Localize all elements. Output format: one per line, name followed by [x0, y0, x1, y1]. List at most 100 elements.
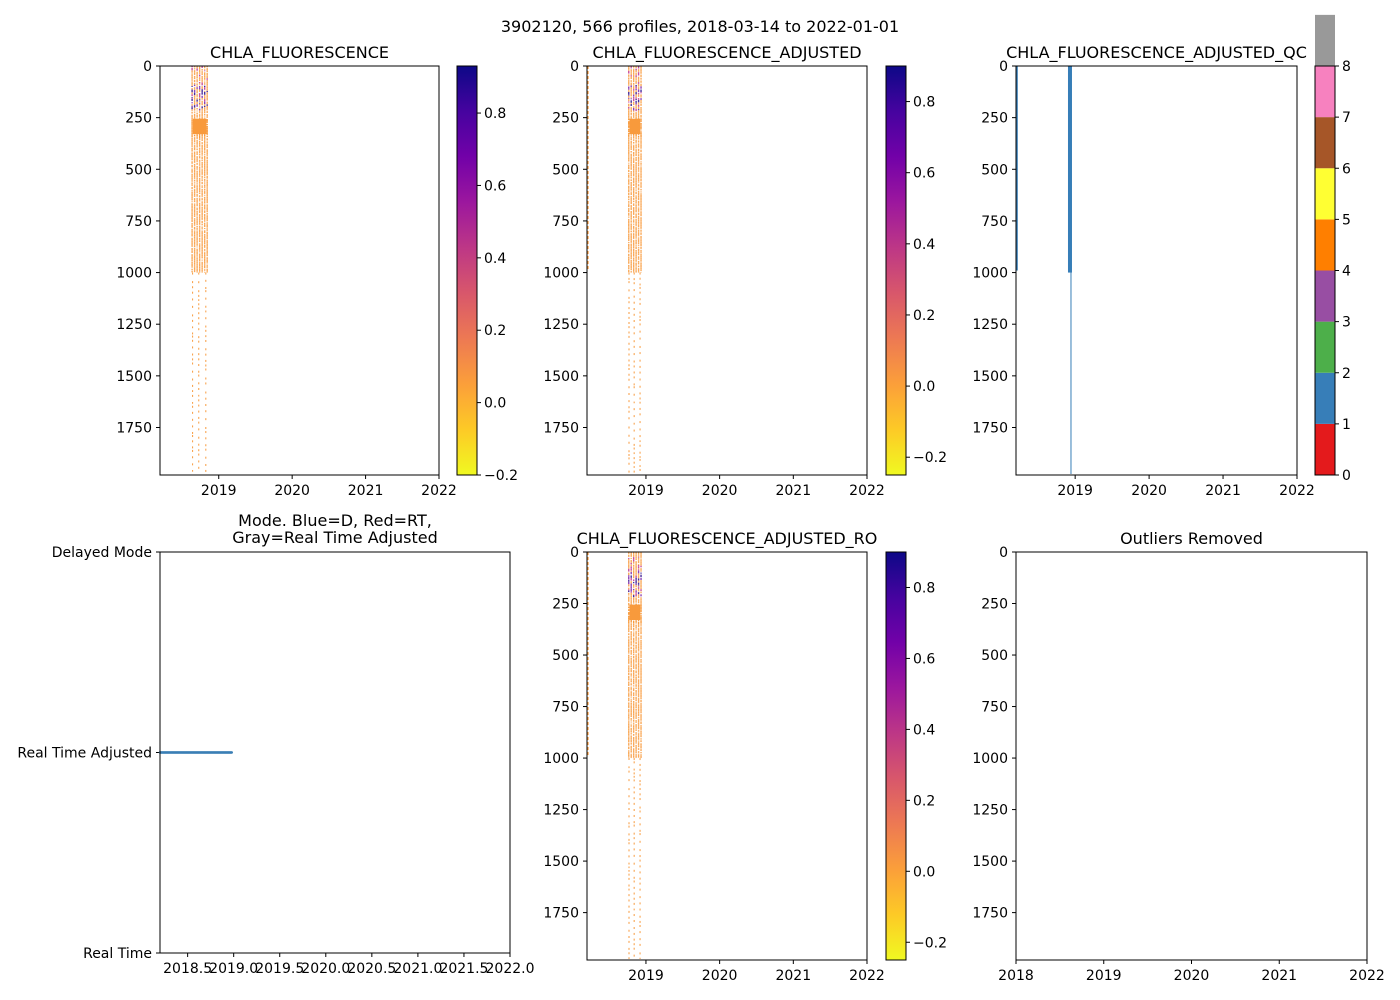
colorbar-frame	[885, 65, 907, 476]
colorbar-tick-label: 0.8	[484, 106, 506, 122]
data-cell	[629, 604, 641, 620]
x-tick-label: 2022	[849, 968, 885, 984]
y-tick-label: 750	[981, 214, 1008, 230]
qc-profile	[1067, 66, 1072, 273]
y-tick-label: 500	[552, 162, 579, 178]
y-tick-label: 0	[999, 545, 1008, 561]
colorbar-tick-label: 3	[1342, 315, 1351, 331]
y-tick-label: 1000	[972, 266, 1008, 282]
axes-frame	[159, 65, 440, 476]
y-tick-label: Real Time	[83, 946, 152, 962]
panel-chla_adj_qc: CHLA_FLUORESCENCE_ADJUSTED_QC 2019 2020 202…	[972, 14, 1351, 499]
y-tick-label: 750	[552, 700, 579, 716]
y-tick-label: 1000	[972, 751, 1008, 767]
y-tick-label: 0	[570, 59, 579, 75]
y-tick-label: 750	[981, 700, 1008, 716]
colorbar-segment	[1315, 168, 1335, 220]
x-tick-label: 2022	[849, 483, 885, 499]
panel-title: CHLA_FLUORESCENCE_ADJUSTED_QC	[1006, 43, 1307, 63]
colorbar-tick-label: −0.2	[484, 468, 518, 484]
colorbar-tick-label: 0.4	[913, 237, 935, 253]
y-tick-label: 1750	[543, 906, 579, 922]
colorbar-tick-label: 0.2	[913, 793, 935, 809]
colorbar-tick-label: 8	[1342, 59, 1351, 75]
colorbar-tick-label: 0.6	[484, 178, 506, 194]
y-tick-label: 500	[981, 162, 1008, 178]
panel-title-line: Mode. Blue=D, Red=RT,	[238, 511, 432, 530]
x-tick-label: 2021	[775, 483, 811, 499]
x-tick-label: 2019	[1086, 968, 1122, 984]
panel-chla_adj_ro: CHLA_FLUORESCENCE_ADJUSTED_RO 2019 2020 202…	[543, 529, 947, 984]
y-tick-label: 500	[552, 648, 579, 664]
x-tick-label: 2020	[1131, 483, 1167, 499]
x-tick-label: 2021	[1261, 968, 1297, 984]
y-tick-label: 1750	[543, 420, 579, 436]
colorbar-tick-label: 0.6	[913, 166, 935, 182]
colorbar-gradient	[457, 66, 477, 475]
colorbar-segment	[1315, 219, 1335, 271]
y-tick-label: Real Time Adjusted	[17, 746, 152, 762]
figure-title: 3902120, 566 profiles, 2018-03-14 to 202…	[501, 17, 899, 36]
y-tick-label: 1500	[116, 369, 152, 385]
panel-title-line: Gray=Real Time Adjusted	[232, 528, 438, 547]
colorbar-frame	[456, 65, 478, 476]
axes-frame	[586, 551, 868, 961]
y-tick-label: Delayed Mode	[52, 545, 152, 561]
y-tick-label: 1000	[543, 751, 579, 767]
y-tick-label: 0	[143, 59, 152, 75]
y-tick-label: 1250	[543, 803, 579, 819]
colorbar-tick-label: 0.8	[913, 95, 935, 111]
x-tick-label: 2020	[1174, 968, 1210, 984]
x-tick-label: 2019	[201, 483, 237, 499]
x-tick-label: 2019.5	[255, 961, 304, 977]
x-tick-label: 2020	[274, 483, 310, 499]
colorbar-tick-label: 5	[1342, 212, 1351, 228]
colorbar-tick-label: −0.2	[913, 450, 947, 466]
panel-chla: CHLA_FLUORESCENCE 2019 2020 2021 2022 0 250 500…	[116, 43, 518, 499]
x-tick-label: 2022	[1279, 483, 1315, 499]
colorbar-tick-label: 1	[1342, 417, 1351, 433]
x-tick-label: 2022	[421, 483, 457, 499]
y-tick-label: 250	[981, 597, 1008, 613]
x-tick-label: 2021.0	[393, 961, 442, 977]
colorbar-tick-label: 0.4	[913, 722, 935, 738]
y-tick-label: 1750	[972, 420, 1008, 436]
x-tick-label: 2020	[702, 968, 738, 984]
colorbar-tick-label: 0	[1342, 468, 1351, 484]
x-tick-label: 2019	[628, 483, 664, 499]
data-cell	[192, 118, 207, 135]
colorbar-tick-label: 7	[1342, 110, 1351, 126]
y-tick-label: 0	[570, 545, 579, 561]
y-tick-label: 1000	[116, 266, 152, 282]
x-tick-label: 2022.0	[486, 961, 535, 977]
colorbar-tick-label: 0.0	[913, 379, 935, 395]
x-tick-label: 2021	[348, 483, 384, 499]
x-tick-label: 2020.0	[301, 961, 350, 977]
y-tick-label: 750	[552, 214, 579, 230]
colorbar-tick-label: 0.8	[913, 580, 935, 596]
y-tick-label: 1750	[116, 420, 152, 436]
colorbar-tick-label: 6	[1342, 161, 1351, 177]
y-tick-label: 250	[981, 111, 1008, 127]
mode-point	[230, 751, 234, 754]
axes-frame	[1015, 65, 1298, 476]
y-tick-label: 1500	[972, 854, 1008, 870]
x-tick-label: 2019	[1057, 483, 1093, 499]
y-tick-label: 250	[125, 111, 152, 127]
x-tick-label: 2018.5	[163, 961, 212, 977]
colorbar-tick-label: 0.6	[913, 651, 935, 667]
colorbar-segment	[1315, 117, 1335, 169]
y-tick-label: 1000	[543, 266, 579, 282]
y-tick-label: 1500	[543, 854, 579, 870]
colorbar-tick-label: 0.2	[484, 323, 506, 339]
x-tick-label: 2019	[628, 968, 664, 984]
y-tick-label: 500	[125, 162, 152, 178]
y-tick-label: 250	[552, 597, 579, 613]
colorbar-tick-label: −0.2	[913, 935, 947, 951]
y-tick-label: 1250	[972, 317, 1008, 333]
panel-title: Outliers Removed	[1120, 529, 1263, 548]
x-tick-label: 2021	[1205, 483, 1241, 499]
y-tick-label: 1250	[972, 803, 1008, 819]
x-tick-label: 2018	[998, 968, 1034, 984]
